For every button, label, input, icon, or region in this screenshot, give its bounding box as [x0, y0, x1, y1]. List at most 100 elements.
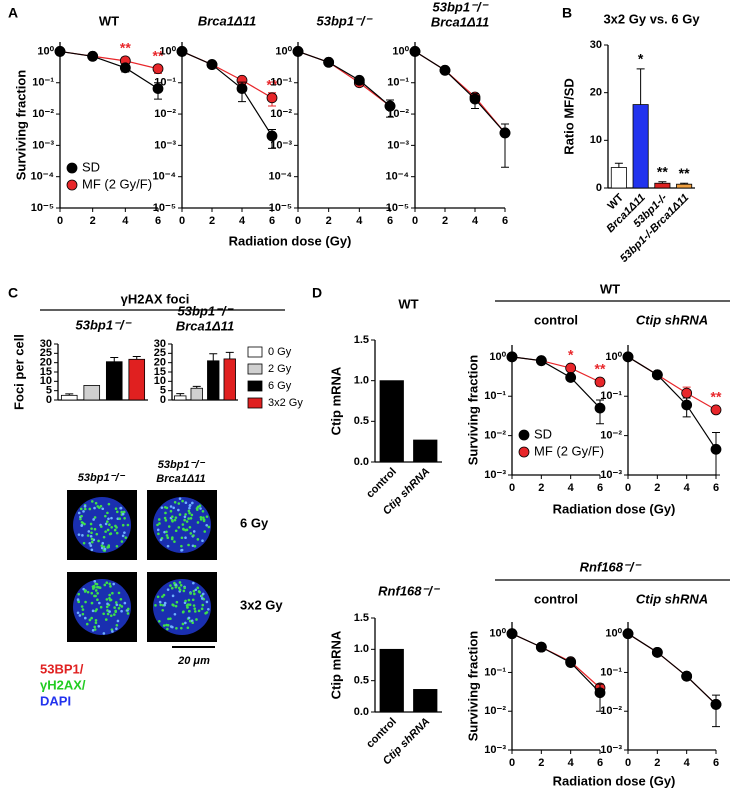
focus [94, 501, 98, 505]
y-tick-label: 10 [154, 375, 166, 387]
chart-title: WT [398, 296, 418, 311]
y-tick-label: 20 [40, 357, 52, 369]
focus [169, 509, 173, 513]
x-tick-label: 4 [568, 482, 575, 494]
data-point [292, 46, 304, 57]
focus [187, 609, 191, 613]
error-bar [614, 162, 623, 168]
bar [190, 387, 203, 401]
focus [101, 507, 105, 511]
data-point [152, 63, 164, 75]
focus [192, 534, 195, 537]
legend-label: 6 Gy [268, 380, 292, 392]
focus [188, 503, 192, 507]
significance: * [638, 51, 644, 67]
panel-label: C [8, 285, 18, 301]
focus [118, 603, 122, 607]
focus [158, 522, 161, 525]
focus [108, 610, 111, 613]
focus [88, 541, 92, 545]
focus [174, 529, 178, 533]
focus [182, 527, 185, 531]
focus [113, 613, 116, 616]
focus [174, 604, 178, 608]
focus [80, 524, 83, 527]
series-line [511, 633, 601, 694]
focus [200, 597, 204, 600]
y-tick-label: 10⁻² [600, 430, 622, 442]
bar [174, 395, 187, 401]
focus [115, 531, 119, 535]
data-point [565, 372, 577, 383]
focus [103, 583, 107, 587]
focus [201, 603, 205, 607]
x-tick-label: 4 [356, 215, 363, 227]
focus [188, 619, 192, 623]
focus [200, 607, 204, 611]
focus [199, 515, 203, 519]
focus [93, 527, 97, 531]
error-bar [192, 385, 201, 389]
focus [196, 586, 200, 590]
focus [191, 621, 194, 625]
y-axis-label: Surviving fraction [13, 70, 28, 181]
legend-label: 2 Gy [268, 363, 292, 375]
focus [187, 509, 191, 513]
focus [180, 549, 183, 552]
series-line [59, 50, 159, 90]
focus [192, 604, 196, 607]
data-point [710, 698, 722, 710]
series-line [181, 50, 273, 99]
focus [109, 614, 113, 617]
focus [80, 520, 84, 524]
x-tick-label: 4 [568, 757, 575, 769]
y-tick-label: 0.0 [354, 706, 369, 718]
focus [105, 605, 109, 609]
focus [184, 621, 187, 625]
focus [163, 516, 167, 520]
bar [207, 360, 220, 401]
focus [94, 621, 98, 625]
y-tick-label: 10⁻¹ [154, 77, 176, 89]
focus [116, 619, 120, 623]
focus [121, 534, 125, 538]
focus [113, 606, 116, 609]
x-tick-label: 4 [239, 215, 246, 227]
scale-label: 20 μm [177, 655, 210, 667]
focus [181, 499, 184, 503]
focus [108, 596, 111, 600]
bar [379, 380, 404, 463]
y-tick-label: 10⁻¹ [387, 77, 409, 89]
focus [201, 539, 204, 543]
focus [192, 530, 196, 533]
y-tick-label: 10⁻¹ [270, 77, 292, 89]
focus [109, 598, 113, 602]
focus [169, 617, 172, 621]
x-tick-label: 2 [442, 215, 448, 227]
focus [79, 507, 83, 511]
focus [122, 510, 126, 514]
bar [654, 182, 671, 189]
focus [186, 626, 190, 630]
focus [82, 541, 86, 545]
focus [182, 589, 186, 593]
focus [197, 609, 201, 613]
x-tick-label: 2 [209, 215, 215, 227]
focus [98, 586, 102, 590]
x-axis-label: Radiation dose (Gy) [229, 233, 352, 248]
focus [175, 626, 178, 630]
focus [188, 506, 191, 510]
bar [223, 358, 236, 401]
focus [96, 592, 99, 595]
y-tick-label: 10⁻⁵ [269, 202, 292, 214]
focus [90, 540, 94, 544]
y-tick-label: 1.5 [354, 334, 369, 346]
focus [110, 516, 113, 520]
y-tick-label: 5 [46, 385, 52, 397]
y-tick-label: 10⁻² [32, 108, 54, 120]
y-tick-label: 10⁰ [489, 628, 506, 640]
error-bar [636, 68, 645, 105]
series-line [511, 356, 601, 409]
data-point [439, 64, 451, 76]
focus [88, 507, 92, 511]
